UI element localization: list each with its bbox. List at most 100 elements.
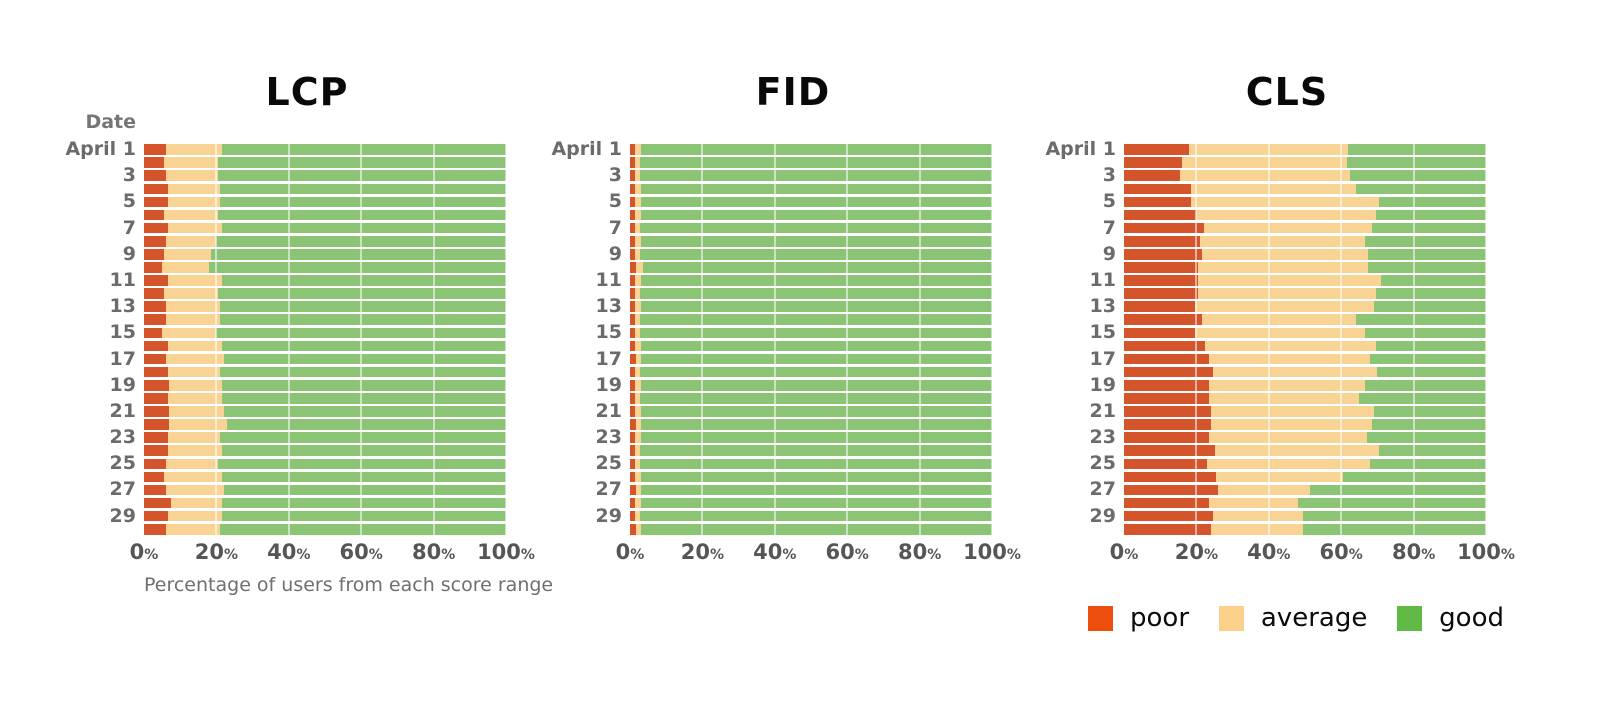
bar-row: 3: [1040, 166, 1494, 185]
x-tick-label: 40%: [753, 540, 796, 564]
date-tick-label: 13: [109, 295, 136, 318]
date-tick-label: 9: [608, 242, 622, 265]
bar-segment-good: [221, 379, 506, 391]
bar-segment-poor: [1124, 510, 1213, 522]
bar-segment-average: [167, 445, 222, 456]
bar-row: [546, 261, 1000, 274]
chart-fid-bars: April 1 3 5 7 9 11 13 15 17 19 21 23 25 27 29: [546, 140, 1000, 536]
date-tick-label: 27: [595, 478, 622, 501]
bar-track: [144, 445, 506, 456]
bar-row: 3: [60, 164, 514, 187]
bar-segment-good: [1381, 275, 1486, 286]
date-tick-label: 13: [595, 295, 622, 318]
bar-track: [1124, 510, 1486, 522]
bar-segment-good: [1350, 170, 1486, 182]
bar-row: [1040, 366, 1494, 379]
bar-segment-poor: [630, 157, 636, 168]
bar-segment-poor: [144, 510, 168, 522]
bar-segment-good: [1348, 144, 1486, 155]
bar-segment-average: [1190, 196, 1380, 208]
bar-segment-average: [635, 471, 642, 483]
bar-track: [1124, 183, 1486, 195]
date-tick-label: 3: [122, 164, 136, 187]
date-tick-label: 17: [595, 347, 622, 370]
bar-segment-poor: [630, 196, 636, 208]
y-axis-title: Date: [85, 111, 136, 133]
bar-track: [630, 235, 992, 247]
bar-row: 25: [60, 454, 514, 473]
bar-segment-average: [635, 419, 641, 430]
bar-segment-good: [1377, 366, 1486, 378]
bar-row: [60, 261, 514, 274]
bar-segment-good: [1373, 301, 1486, 312]
x-tick-number: 60: [825, 539, 855, 564]
bar-segment-poor: [1124, 366, 1213, 378]
percent-sign: %: [144, 546, 159, 563]
bar-segment-poor: [630, 366, 636, 378]
bar-segment-poor: [144, 301, 166, 312]
bar-segment-poor: [1124, 340, 1206, 352]
x-tick-number: 80: [1391, 539, 1422, 564]
percent-sign: %: [854, 546, 869, 563]
bar-segment-good: [220, 432, 506, 443]
bar-segment-good: [1371, 419, 1486, 430]
bar-segment-good: [220, 314, 506, 326]
bar-track: [1124, 235, 1486, 247]
bar-segment-good: [223, 406, 506, 417]
bar-track: [1124, 209, 1486, 221]
bar-segment-good: [640, 314, 992, 326]
bar-segment-good: [640, 301, 992, 312]
bar-segment-good: [216, 327, 506, 339]
chart-lcp-plot: April 1 3 5 7 9 11 13 15 17 19 21 23 25 27 29: [60, 140, 514, 536]
bar-segment-poor: [1124, 235, 1201, 247]
bar-row: [546, 392, 1000, 405]
date-tick-label: 19: [1089, 373, 1116, 396]
bar-segment-average: [165, 314, 221, 326]
percent-sign: %: [441, 546, 456, 563]
bar-track: [144, 196, 506, 208]
bar-segment-good: [1359, 393, 1486, 404]
bar-segment-average: [165, 170, 219, 182]
x-tick-label: 80%: [1392, 540, 1435, 564]
bar-segment-average: [1209, 353, 1371, 365]
bar-segment-good: [209, 262, 506, 273]
percent-sign: %: [709, 546, 725, 563]
bar-segment-average: [635, 484, 642, 496]
bar-segment-poor: [630, 471, 636, 483]
bar-segment-poor: [630, 183, 636, 195]
bar-segment-good: [220, 301, 506, 312]
date-tick-label: 29: [595, 504, 622, 527]
bar-segment-good: [640, 379, 992, 391]
bar-row: [1040, 339, 1494, 352]
chart-lcp: LCP Date April 1 3 5 7 9 11 13 15 17 19 21 23 25 27 29…: [60, 66, 553, 596]
bar-segment-poor: [1124, 471, 1217, 483]
bar-row: [60, 182, 514, 195]
bar-row: 21: [60, 401, 514, 420]
chart-lcp-bars: April 1 3 5 7 9 11 13 15 17 19 21 23 25 27 29: [60, 140, 514, 536]
bar-segment-good: [640, 445, 992, 456]
bar-segment-poor: [144, 235, 166, 247]
bar-segment-poor: [630, 235, 636, 247]
bar-track: [630, 458, 992, 470]
bar-segment-poor: [1124, 393, 1210, 404]
legend-swatch-poor: [1088, 605, 1113, 631]
bar-segment-good: [1355, 183, 1486, 195]
bar-row: [546, 523, 1000, 536]
bar-segment-average: [1198, 262, 1369, 273]
x-tick-label: 60%: [340, 540, 383, 564]
bar-track: [144, 301, 506, 312]
bar-track: [630, 327, 992, 339]
bar-track: [1124, 170, 1486, 182]
bar-segment-average: [635, 262, 644, 273]
x-tick-number: 60: [339, 539, 369, 564]
bar-track: [144, 144, 506, 155]
bar-row: April 1: [1040, 140, 1494, 159]
bar-row: 15: [1040, 323, 1494, 342]
bar-segment-poor: [1124, 262, 1199, 273]
bar-row: [1040, 235, 1494, 248]
bar-track: [144, 275, 506, 286]
bar-segment-good: [220, 523, 506, 535]
bar-segment-good: [1342, 471, 1486, 483]
bar-segment-average: [1198, 275, 1381, 286]
bar-row: [1040, 523, 1494, 536]
